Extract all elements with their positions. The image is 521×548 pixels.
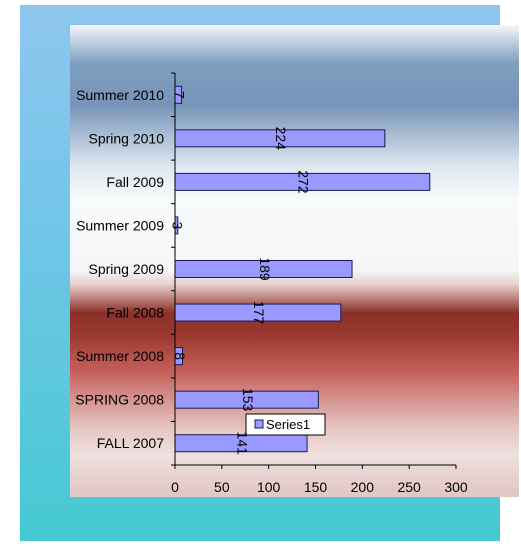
data-label: 141 [234, 432, 250, 456]
category-labels: FALL 2007 SPRING 2008 Summer 2008 Fall 2008… [75, 87, 164, 451]
legend-label: Series1 [266, 417, 310, 432]
x-tick-label: 150 [304, 479, 328, 495]
data-label: 7 [172, 91, 188, 99]
category-label: Fall 2009 [106, 174, 164, 190]
data-label: 3 [170, 222, 186, 230]
category-label: Summer 2008 [76, 348, 164, 364]
category-label: Fall 2008 [106, 305, 164, 321]
category-label: FALL 2007 [97, 435, 164, 451]
data-labels: 141 153 8 177 189 3 272 224 7 [170, 91, 312, 455]
category-label: SPRING 2008 [75, 392, 164, 408]
data-label: 177 [251, 301, 267, 325]
axes-layer [171, 72, 457, 469]
legend: Series1 [245, 413, 326, 436]
category-label: Summer 2009 [76, 217, 164, 233]
category-label: Spring 2010 [88, 130, 164, 146]
x-tick-label: 250 [397, 479, 421, 495]
x-tick-label: 50 [214, 479, 230, 495]
bars-layer [174, 85, 431, 453]
data-label: 272 [296, 170, 312, 194]
legend-swatch [254, 419, 264, 429]
category-label: Spring 2009 [88, 261, 164, 277]
x-tick-label: 200 [351, 479, 375, 495]
data-label: 189 [257, 257, 273, 281]
x-tick-labels: 0 50 100 150 200 250 300 [171, 479, 468, 495]
data-label: 153 [240, 388, 256, 412]
x-tick-label: 0 [171, 479, 179, 495]
data-label: 8 [172, 352, 188, 360]
legend-box [245, 413, 326, 436]
x-tick-label: 300 [444, 479, 468, 495]
data-label: 224 [273, 127, 289, 151]
x-tick-label: 100 [257, 479, 281, 495]
category-label: Summer 2010 [76, 87, 164, 103]
